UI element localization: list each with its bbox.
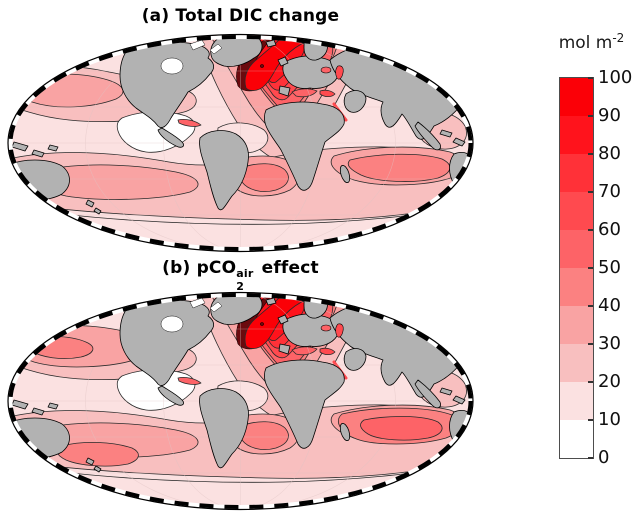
colorbar-tick-mark [588, 229, 593, 231]
panel-a-title-text: (a) Total DIC change [141, 6, 340, 26]
colorbar-tick-mark [588, 267, 593, 269]
panel-b-title-suffix: effect [255, 258, 319, 278]
colorbar-tick-mark [588, 153, 593, 155]
colorbar-segment [560, 78, 593, 116]
colorbar-segment [560, 268, 593, 306]
colorbar-tick-mark [588, 343, 593, 345]
colorbar-tick: 40 [588, 297, 621, 315]
colorbar-tick-label: 90 [598, 105, 621, 126]
panel-b-title: (b) pCO air 2 effect [4, 258, 477, 293]
colorbar-tick-label: 100 [598, 67, 633, 88]
panel-b-title-subsup: air 2 [236, 267, 254, 293]
panel-b-title-sub: 2 [236, 280, 245, 293]
panel-b-map [4, 288, 477, 514]
colorbar-segment [560, 230, 593, 268]
colorbar-tick-label: 70 [598, 181, 621, 202]
colorbar-segment [560, 154, 593, 192]
colorbar-tick-label: 10 [598, 409, 621, 430]
colorbar-tick-label: 0 [598, 447, 610, 468]
panel-a-map [4, 30, 477, 256]
panel-b-title-sup: air [236, 267, 254, 280]
colorbar-tick-mark [588, 305, 593, 307]
colorbar-tick-mark [588, 191, 593, 193]
colorbar-segment [560, 116, 593, 154]
colorbar-segment [560, 420, 593, 458]
colorbar-unit-exponent: -2 [612, 31, 625, 45]
colorbar-tick-mark [588, 77, 593, 79]
colorbar-tick: 80 [588, 145, 621, 163]
colorbar-tick-label: 60 [598, 219, 621, 240]
colorbar-tick-mark [588, 115, 593, 117]
colorbar-unit-label: mol m-2 [543, 31, 640, 53]
colorbar-tick-mark [588, 457, 593, 459]
colorbar-tick-mark [588, 419, 593, 421]
colorbar-tick: 30 [588, 335, 621, 353]
colorbar-tick-label: 50 [598, 257, 621, 278]
colorbar-tick-label: 40 [598, 295, 621, 316]
colorbar-segment [560, 306, 593, 344]
colorbar-ticks: 0 10 20 30 40 50 60 70 80 90 100 [588, 69, 640, 467]
colorbar-tick-label: 80 [598, 143, 621, 164]
colorbar-segment [560, 382, 593, 420]
colorbar-tick-label: 30 [598, 333, 621, 354]
panel-a-title: (a) Total DIC change [4, 6, 477, 26]
colorbar-segment [560, 192, 593, 230]
colorbar-tick-mark [588, 381, 593, 383]
colorbar-tick: 90 [588, 107, 621, 125]
panel-b-title-prefix: (b) pCO [162, 258, 237, 278]
colorbar-tick: 60 [588, 221, 621, 239]
colorbar-tick-label: 20 [598, 371, 621, 392]
colorbar-tick: 50 [588, 259, 621, 277]
colorbar-tick: 20 [588, 373, 621, 391]
colorbar-tick: 100 [588, 69, 632, 87]
colorbar-unit-main: mol m [558, 33, 613, 53]
colorbar-tick: 70 [588, 183, 621, 201]
colorbar-gradient [559, 77, 594, 459]
colorbar-segment [560, 344, 593, 382]
colorbar-tick: 10 [588, 411, 621, 429]
colorbar-tick: 0 [588, 449, 609, 467]
